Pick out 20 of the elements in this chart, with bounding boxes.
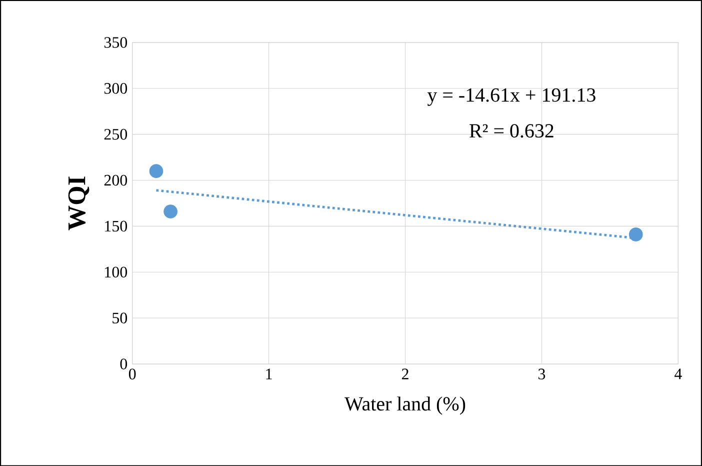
- y-tick-label: 50: [112, 312, 128, 324]
- y-tick-label: 200: [104, 174, 128, 186]
- annotation: y = -14.61x + 191.13: [427, 88, 596, 106]
- x-tick-label: 3: [538, 368, 546, 380]
- x-tick-label: 1: [266, 368, 272, 380]
- y-tick-label: 250: [104, 128, 128, 140]
- point: [149, 164, 164, 178]
- y-tick-label: 0: [120, 358, 128, 370]
- x-tick-label: 0: [128, 368, 136, 380]
- x-axis-title: Water land (%): [344, 396, 466, 415]
- x-tick-label: 2: [402, 368, 408, 380]
- y-tick-label: 350: [104, 36, 128, 48]
- y-tick-label: 100: [105, 266, 128, 278]
- annotation: R² = 0.632: [470, 124, 554, 138]
- y-axis-title: WQI: [68, 176, 90, 230]
- point: [164, 204, 178, 218]
- y-tick-label: 150: [105, 220, 128, 232]
- point: [628, 227, 643, 242]
- y-tick-label: 300: [104, 82, 128, 94]
- x-tick-label: 4: [674, 368, 682, 380]
